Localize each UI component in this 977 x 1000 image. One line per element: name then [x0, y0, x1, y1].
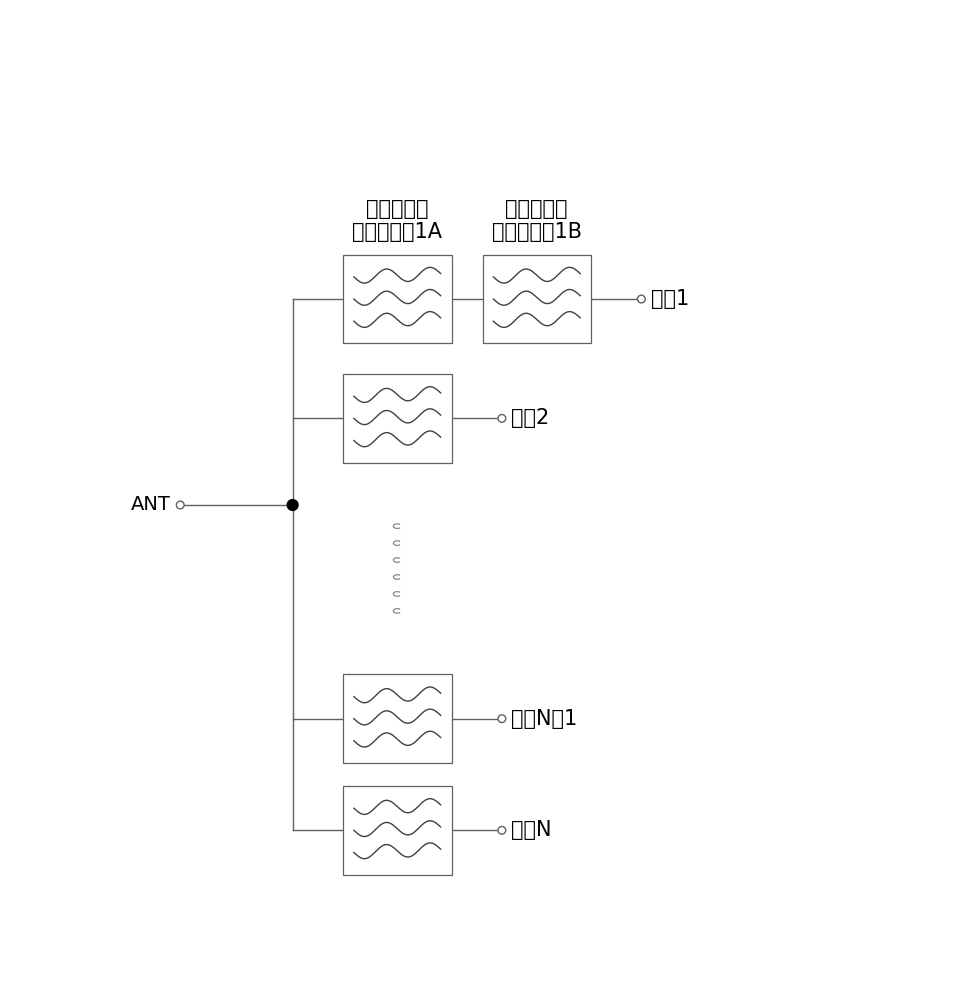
Text: 通路N: 通路N: [511, 820, 552, 840]
Circle shape: [638, 295, 645, 303]
Circle shape: [177, 501, 184, 509]
Bar: [343, 674, 451, 763]
Text: 低通滤波器1A: 低通滤波器1A: [353, 222, 443, 242]
Bar: [343, 255, 451, 343]
Text: 椭圆函数型: 椭圆函数型: [366, 199, 429, 219]
Bar: [343, 786, 451, 875]
Text: 低通滤波器1B: 低通滤波器1B: [491, 222, 581, 242]
Text: 通路1: 通路1: [651, 289, 689, 309]
Text: 切比雪夫型: 切比雪夫型: [505, 199, 568, 219]
Circle shape: [498, 715, 506, 723]
Text: 通路N－1: 通路N－1: [511, 709, 577, 729]
Bar: [483, 255, 591, 343]
Text: 通路2: 通路2: [511, 408, 549, 428]
Circle shape: [287, 500, 298, 510]
Circle shape: [498, 415, 506, 422]
Circle shape: [498, 826, 506, 834]
Text: ANT: ANT: [131, 495, 171, 514]
Bar: [343, 374, 451, 463]
